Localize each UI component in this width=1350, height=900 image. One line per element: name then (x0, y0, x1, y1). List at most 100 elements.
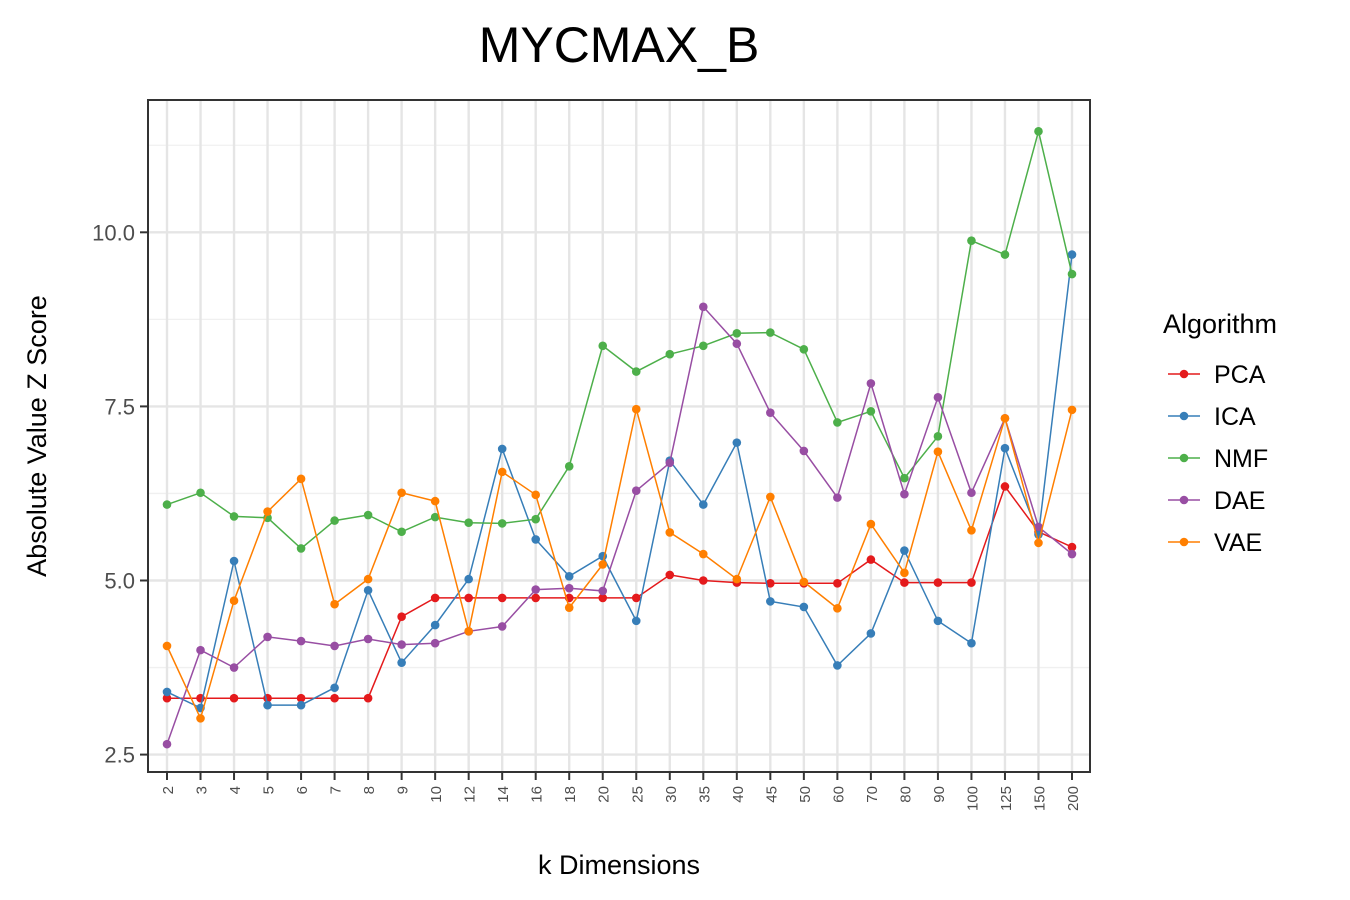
data-point-nmf (631, 367, 641, 376)
legend-item-dae: DAE (1168, 487, 1265, 515)
x-tick-label: 125 (998, 786, 1015, 811)
data-point-vae (397, 488, 406, 498)
data-point-pca (933, 578, 943, 587)
data-point-vae (363, 574, 373, 584)
data-point-vae (732, 574, 742, 584)
x-tick-label: 10 (428, 786, 445, 803)
data-point-ica (1067, 250, 1077, 259)
legend-item-nmf: NMF (1168, 445, 1268, 473)
x-tick-label: 90 (931, 786, 948, 803)
data-point-pca (631, 593, 641, 603)
data-point-dae (698, 302, 708, 312)
data-point-nmf (967, 236, 976, 245)
legend-key-point (1179, 369, 1189, 379)
data-point-nmf (799, 345, 809, 354)
x-tick-label: 14 (495, 786, 512, 803)
data-point-pca (397, 612, 406, 622)
data-point-pca (698, 576, 708, 585)
data-point-nmf (766, 328, 775, 337)
data-point-vae (430, 496, 440, 506)
data-point-dae (564, 583, 574, 593)
legend: Algorithm PCA ICA NMF DAE VAE (1163, 309, 1277, 557)
data-point-ica (631, 616, 641, 626)
legend-label: DAE (1214, 487, 1265, 515)
y-axis: 2.5 5.0 7.5 10.0 (92, 220, 148, 768)
x-tick-label: 4 (227, 786, 244, 794)
data-point-vae (464, 627, 473, 636)
data-point-nmf (833, 418, 842, 427)
data-point-dae (497, 622, 507, 631)
x-tick-label: 5 (261, 786, 278, 794)
data-point-dae (799, 446, 809, 456)
legend-label: ICA (1214, 403, 1256, 431)
data-point-nmf (531, 514, 541, 524)
data-point-nmf (1034, 127, 1043, 136)
data-point-ica (766, 597, 775, 606)
legend-label: NMF (1214, 445, 1268, 473)
x-tick-label: 70 (864, 786, 881, 803)
x-tick-label: 35 (696, 786, 713, 803)
data-point-vae (162, 641, 172, 651)
data-point-ica (363, 585, 373, 595)
data-point-vae (933, 447, 943, 456)
x-tick-label: 150 (1031, 786, 1048, 811)
data-point-nmf (464, 518, 473, 527)
y-tick-label: 10.0 (92, 220, 135, 245)
data-point-ica (296, 700, 306, 710)
legend-key-point (1179, 411, 1189, 421)
data-point-pca (665, 570, 675, 580)
data-point-vae (263, 507, 272, 516)
x-tick-label: 9 (395, 786, 412, 794)
major-gridlines (148, 100, 1090, 772)
data-point-dae (229, 663, 239, 672)
data-point-pca (766, 578, 775, 588)
y-axis-title: Absolute Value Z Score (22, 295, 52, 577)
data-point-pca (162, 693, 172, 703)
data-point-ica (698, 500, 708, 509)
data-point-vae (866, 519, 876, 529)
series-ica (162, 250, 1077, 713)
data-point-vae (665, 528, 675, 537)
data-point-pca (866, 555, 876, 564)
data-point-nmf (430, 512, 440, 522)
data-point-nmf (564, 461, 574, 471)
series-line-ica (166, 254, 1073, 709)
legend-item-ica: ICA (1168, 403, 1256, 431)
series-line-nmf (166, 131, 1073, 550)
x-tick-label: 200 (1065, 786, 1082, 811)
data-point-ica (967, 638, 976, 648)
data-point-ica (866, 629, 876, 638)
x-tick-label: 50 (797, 786, 814, 803)
x-tick-label: 2 (160, 786, 177, 794)
data-point-ica (1000, 443, 1010, 453)
data-point-vae (196, 714, 205, 723)
x-axis-title: k Dimensions (538, 850, 700, 880)
data-point-pca (497, 593, 507, 603)
data-point-nmf (732, 328, 742, 338)
data-point-dae (1067, 549, 1077, 559)
y-tick-label: 2.5 (104, 743, 135, 768)
series-line-dae (166, 305, 1073, 745)
data-point-ica (531, 535, 541, 544)
x-tick-label: 12 (462, 786, 479, 803)
data-point-ica (900, 546, 909, 555)
x-axis: 2 3 4 5 6 7 8 9 10 12 14 16 18 20 25 30 35 40 45 50 60 70 80 90… (160, 772, 1082, 811)
x-tick-label: 7 (328, 786, 345, 794)
data-point-dae (196, 645, 205, 655)
series-nmf (162, 127, 1077, 553)
series-layer (162, 127, 1077, 749)
data-point-ica (162, 687, 172, 697)
data-point-pca (363, 693, 373, 703)
data-point-dae (833, 493, 842, 502)
x-tick-label: 40 (730, 786, 747, 803)
data-point-pca (833, 578, 842, 588)
data-point-dae (766, 408, 775, 417)
x-tick-label: 6 (294, 786, 311, 794)
data-point-nmf (196, 488, 205, 498)
data-point-dae (665, 458, 675, 468)
data-point-vae (799, 577, 809, 587)
data-point-nmf (397, 527, 406, 537)
x-tick-label: 25 (629, 786, 646, 803)
data-point-ica (933, 616, 943, 626)
legend-key-point (1179, 537, 1189, 547)
